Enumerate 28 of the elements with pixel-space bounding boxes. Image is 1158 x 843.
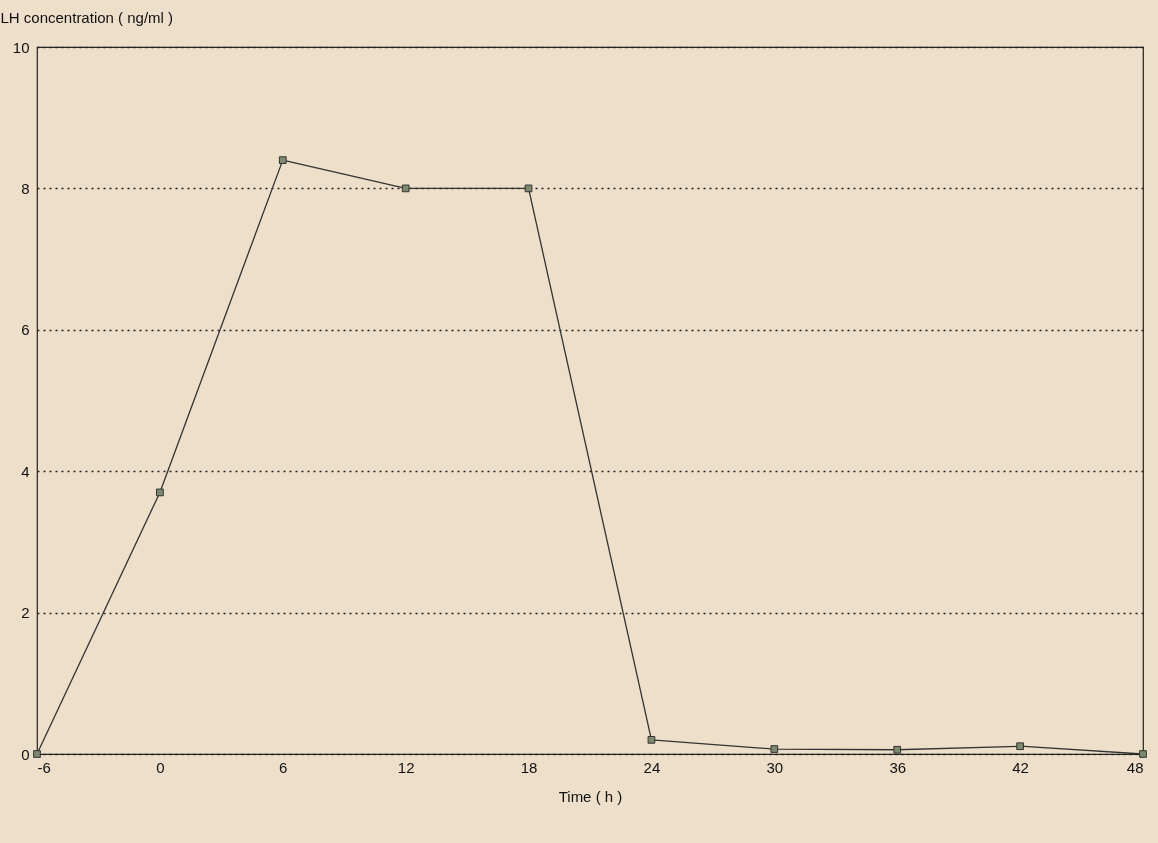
point xyxy=(401,184,410,193)
point xyxy=(278,156,287,164)
x-tick-label: 24 xyxy=(643,758,661,776)
point xyxy=(156,488,164,497)
x-axis-title: Time ( h ) xyxy=(558,787,623,805)
point xyxy=(647,736,656,744)
point xyxy=(770,745,779,753)
point xyxy=(1016,742,1024,751)
x-tick-label: 18 xyxy=(520,758,538,776)
point xyxy=(893,745,902,754)
x-tick-label: -6 xyxy=(37,758,51,776)
point xyxy=(33,750,41,758)
y-axis-title: LH concentration ( ng/ml ) xyxy=(0,8,174,26)
x-tick-label: 48 xyxy=(1126,758,1144,776)
x-tick-label: 0 xyxy=(156,758,165,776)
y-tick-label: 4 xyxy=(21,462,30,480)
x-tick-label: 30 xyxy=(766,758,784,776)
point xyxy=(1139,750,1147,758)
y-tick-label: 10 xyxy=(12,38,30,56)
x-tick-label: 6 xyxy=(279,758,288,776)
x-tick-label: 36 xyxy=(889,758,907,776)
point xyxy=(524,184,533,193)
x-tick-label: 12 xyxy=(397,758,415,776)
y-tick-label: 0 xyxy=(21,745,30,763)
y-tick-label: 8 xyxy=(21,179,30,197)
x-tick-label: 42 xyxy=(1012,758,1029,776)
y-tick-label: 6 xyxy=(21,321,30,339)
y-tick-label: 2 xyxy=(21,604,30,622)
